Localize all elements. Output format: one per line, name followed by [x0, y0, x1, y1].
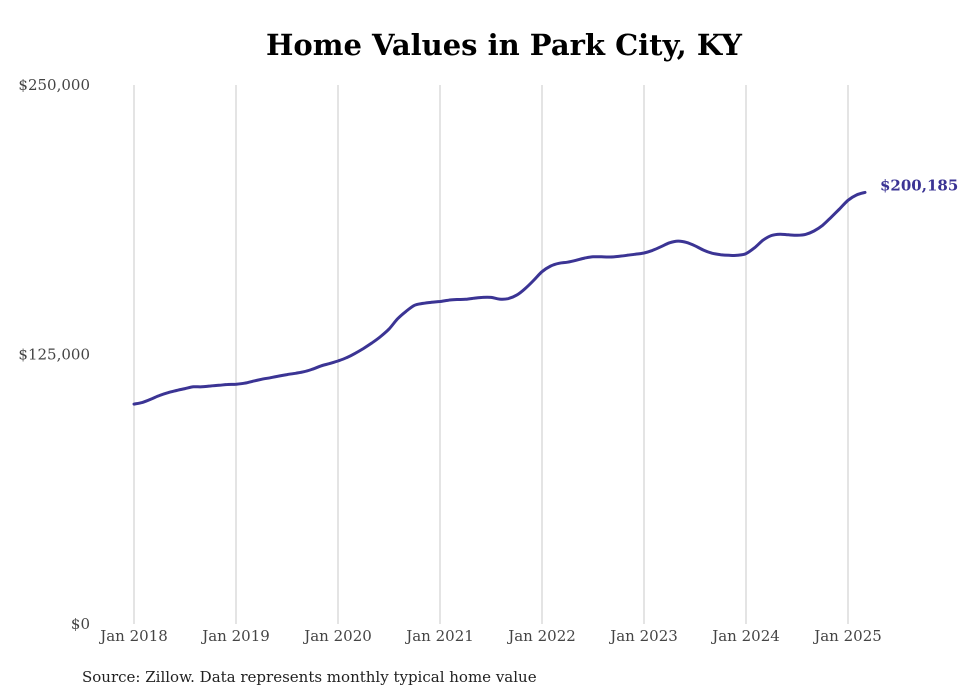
x-tick-label: Jan 2021 [404, 627, 474, 645]
y-tick-label: $125,000 [18, 346, 90, 364]
x-tick-label: Jan 2024 [710, 627, 780, 645]
chart-title: Home Values in Park City, KY [266, 28, 742, 62]
x-tick-label: Jan 2018 [98, 627, 168, 645]
x-tick-label: Jan 2022 [506, 627, 576, 645]
x-axis-tick-labels: Jan 2018 Jan 2019 Jan 2020 Jan 2021 Jan 2022… [98, 627, 882, 645]
grid-lines [133, 85, 849, 624]
y-tick-label: $250,000 [18, 76, 90, 94]
x-tick-label: Jan 2020 [302, 627, 372, 645]
x-tick-label: Jan 2023 [608, 627, 678, 645]
latest-value-label: $200,185 [880, 176, 958, 194]
source-note: Source: Zillow. Data represents monthly … [82, 668, 537, 686]
x-tick-label: Jan 2019 [200, 627, 270, 645]
home-value-line [132, 190, 867, 406]
y-axis-tick-labels: $0 $125,000 $250,000 [18, 76, 90, 633]
y-tick-label: $0 [71, 615, 90, 633]
x-tick-label: Jan 2025 [812, 627, 882, 645]
